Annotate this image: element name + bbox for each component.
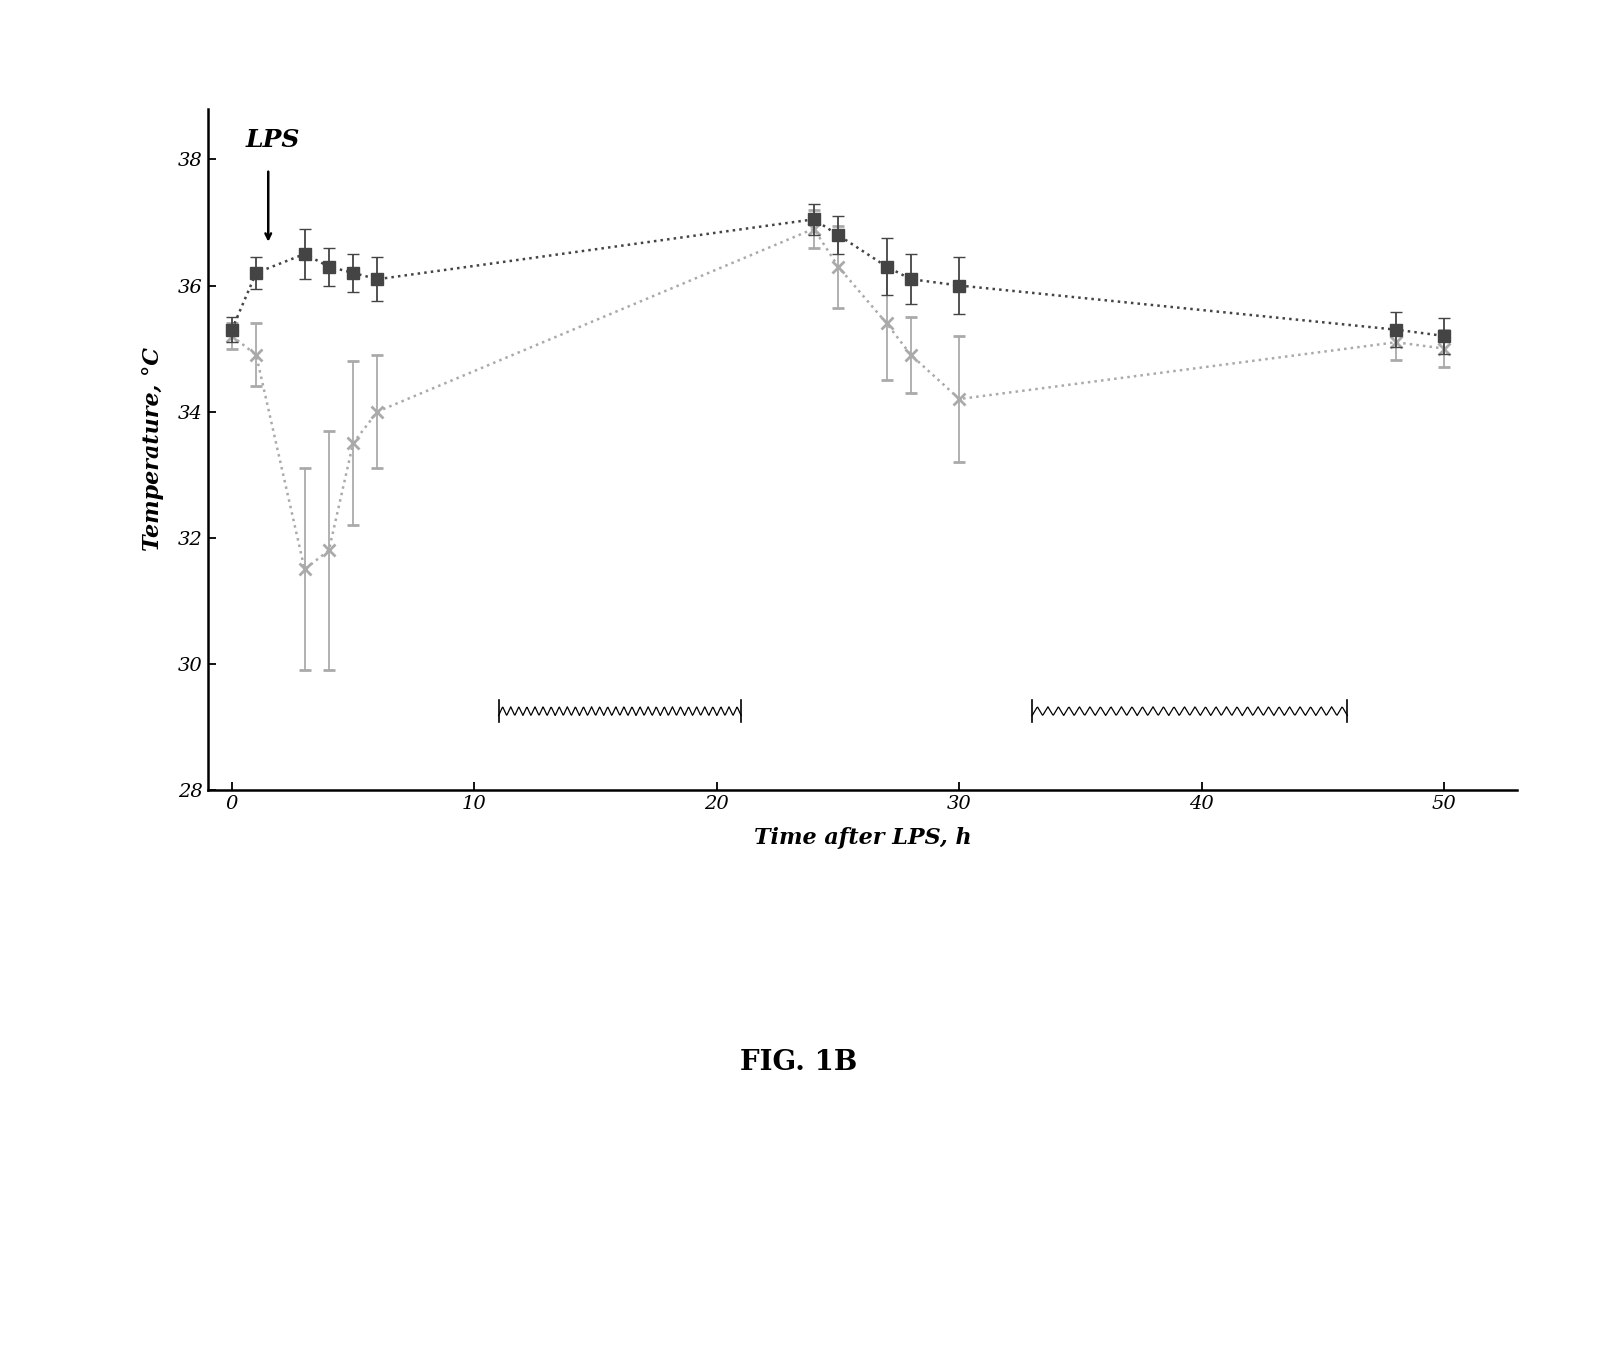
- Text: FIG. 1B: FIG. 1B: [739, 1049, 858, 1076]
- Text: LPS: LPS: [246, 128, 300, 153]
- Y-axis label: Temperature, °C: Temperature, °C: [142, 347, 164, 552]
- X-axis label: Time after LPS, h: Time after LPS, h: [754, 827, 971, 849]
